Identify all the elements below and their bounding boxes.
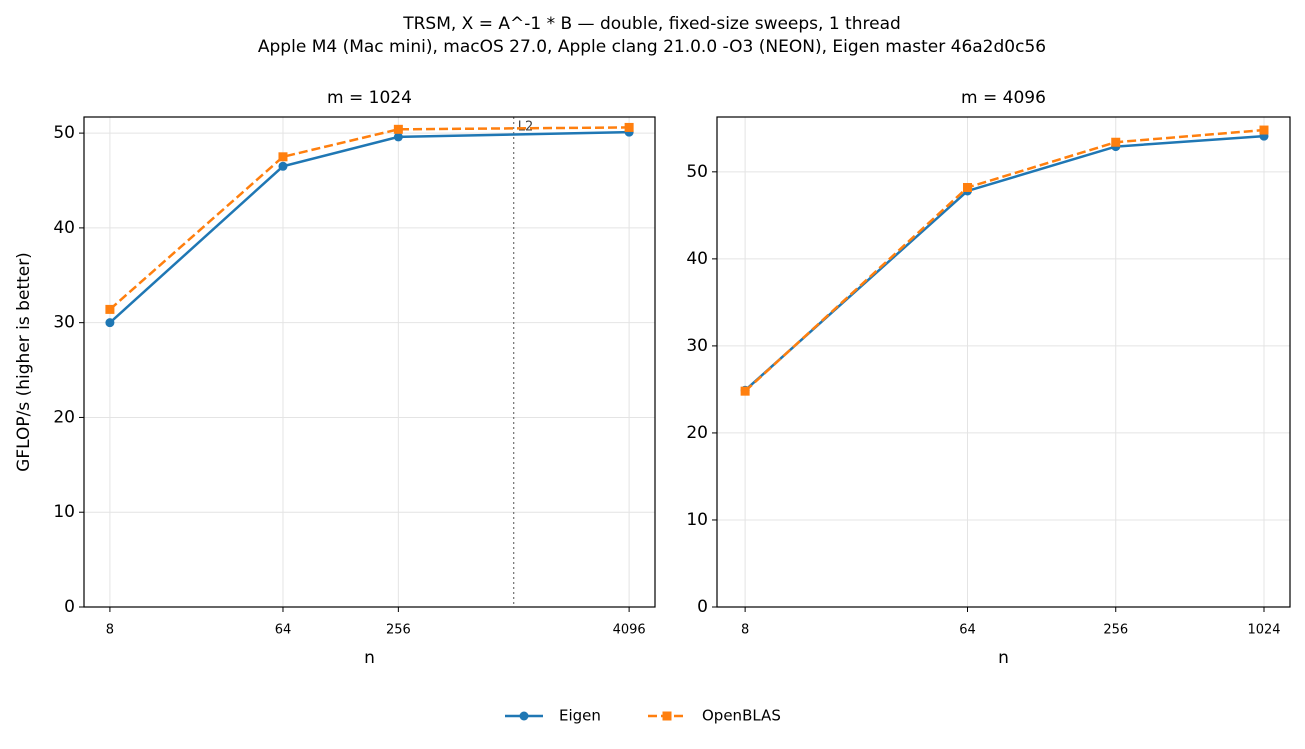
y-tick-label: 40	[53, 218, 75, 238]
y-tick-label: 30	[53, 313, 75, 333]
figure-subtitle: Apple M4 (Mac mini), macOS 27.0, Apple c…	[258, 37, 1046, 57]
y-tick-label: 50	[53, 123, 75, 143]
series-line	[109, 130, 630, 324]
x-tick-label: 4096	[613, 623, 646, 638]
x-axis-label: n	[998, 648, 1009, 668]
x-tick-label: 64	[275, 623, 292, 638]
series-line	[109, 126, 630, 311]
series-line	[744, 128, 1265, 393]
y-tick-label: 30	[686, 336, 708, 356]
plot-frame	[716, 116, 1291, 608]
y-axis-label: GFLOP/s (higher is better)	[14, 252, 34, 472]
marker	[393, 132, 403, 142]
y-tick-label: 10	[686, 510, 708, 530]
legend-marker	[519, 711, 529, 721]
marker	[278, 152, 288, 162]
marker	[1111, 137, 1121, 147]
y-tick-label: 10	[53, 502, 75, 522]
y-tick-label: 0	[64, 597, 75, 617]
x-tick-label: 8	[106, 623, 114, 638]
subplot-title: m = 4096	[961, 88, 1046, 108]
plot-frame	[83, 116, 656, 608]
marker	[740, 386, 750, 396]
y-tick-label: 50	[686, 162, 708, 182]
series-line	[744, 134, 1265, 392]
x-tick-label: 256	[1103, 623, 1128, 638]
x-tick-label: 1024	[1247, 623, 1280, 638]
marker	[393, 124, 403, 134]
legend-marker	[662, 711, 672, 721]
y-tick-label: 20	[53, 407, 75, 427]
marker	[1259, 125, 1269, 135]
marker	[624, 122, 634, 132]
x-tick-label: 256	[386, 623, 411, 638]
y-tick-label: 40	[686, 249, 708, 269]
legend-label: OpenBLAS	[702, 707, 781, 725]
y-tick-label: 0	[697, 597, 708, 617]
x-tick-label: 8	[741, 623, 749, 638]
marker	[105, 318, 115, 328]
x-tick-label: 64	[959, 623, 976, 638]
x-axis-label: n	[364, 648, 375, 668]
y-tick-label: 20	[686, 423, 708, 443]
legend-label: Eigen	[559, 707, 601, 725]
annotation-label: L2	[518, 120, 534, 135]
marker	[962, 182, 972, 192]
figure-title: TRSM, X = A^-1 * B — double, fixed-size …	[402, 14, 901, 34]
marker	[105, 304, 115, 314]
marker	[278, 161, 288, 171]
subplot-title: m = 1024	[327, 88, 412, 108]
